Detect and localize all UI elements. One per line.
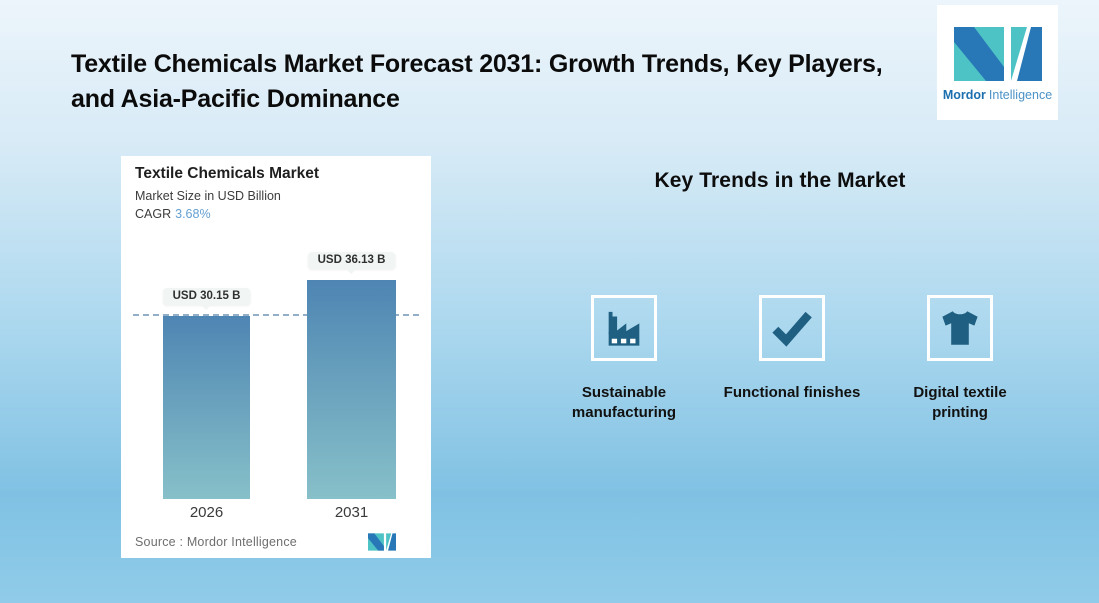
mordor-intelligence-logo: Mordor Intelligence [937,5,1058,120]
brand-name-light: Intelligence [988,88,1053,102]
bar-group-2026: USD 30.15 B [162,156,251,499]
trend-item-functional-finishes: Functional finishes [708,295,876,423]
tshirt-icon [942,311,978,345]
reference-dashed-line [133,314,419,316]
bar-group-2031: USD 36.13 B [307,156,396,499]
factory-icon [608,311,640,346]
bar-value-label-2031: USD 36.13 B [307,252,396,269]
mordor-logo-mark-small-icon [368,533,396,551]
chart-cagr: CAGR 3.68% [135,207,211,221]
mordor-logo-mark-icon [953,27,1042,81]
source-attribution: Source : Mordor Intelligence [135,535,297,549]
mordor-logo-wordmark: Mordor Intelligence [943,88,1052,102]
market-chart-card: Textile Chemicals Market Market Size in … [121,156,431,558]
trend-label: Functional finishes [723,384,861,401]
cagr-label: CAGR [135,207,172,221]
chart-title: Textile Chemicals Market [135,165,320,182]
trend-label: Sustainable manufacturing [571,384,677,421]
checkmark-icon [772,311,812,347]
cagr-value: 3.68% [175,207,211,221]
bar-2031 [307,280,396,499]
page-title: Textile Chemicals Market Forecast 2031: … [71,50,883,113]
trends-heading: Key Trends in the Market [654,169,906,192]
trend-item-digital-textile-printing: Digital textile printing [876,295,1044,423]
trends-row: Sustainable manufacturing Functional fin… [540,295,1044,423]
icon-frame [591,295,657,361]
x-axis-label-2031: 2031 [334,504,369,521]
icon-frame [759,295,825,361]
icon-frame [927,295,993,361]
bar-2026 [163,316,250,499]
bar-value-label-2026: USD 30.15 B [162,288,251,305]
x-axis-label-2026: 2026 [189,504,224,521]
trend-item-sustainable-manufacturing: Sustainable manufacturing [540,295,708,423]
bar-chart-plot-area: USD 30.15 B USD 36.13 B [121,156,431,499]
brand-name-bold: Mordor [942,88,986,102]
chart-subtitle: Market Size in USD Billion [135,189,281,203]
trend-label: Digital textile printing [913,384,1007,421]
